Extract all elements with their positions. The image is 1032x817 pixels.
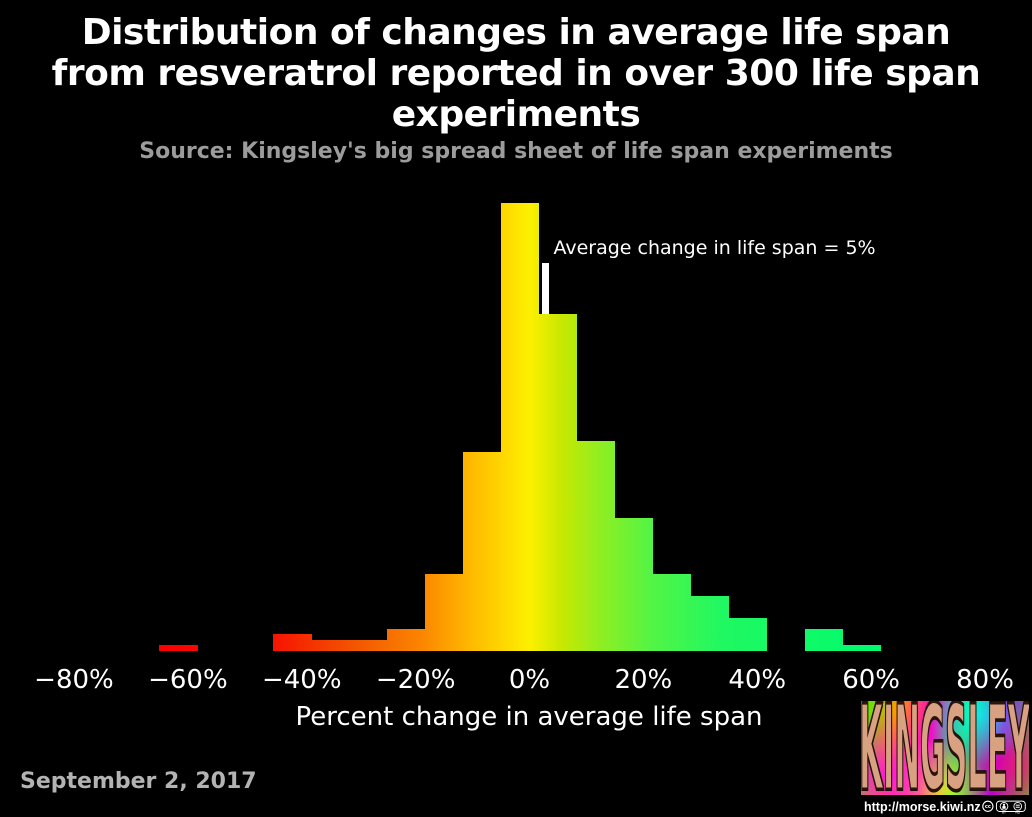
histogram-bar xyxy=(576,440,616,651)
equals-icon xyxy=(1015,804,1020,806)
chart-title-line-1: Distribution of changes in average life … xyxy=(81,12,951,53)
histogram-bar xyxy=(804,628,844,651)
nd-badge-label: ND xyxy=(1015,810,1020,814)
histogram-bar xyxy=(273,634,312,651)
histogram-bar xyxy=(652,573,692,651)
histogram-bar xyxy=(842,645,882,651)
date-stamp: September 2, 2017 xyxy=(20,769,257,794)
histogram-bar xyxy=(425,573,464,651)
person-icon xyxy=(1002,803,1005,806)
histogram-bar xyxy=(311,639,350,651)
chart-title-line-3: experiments xyxy=(391,94,641,135)
histogram-bar xyxy=(539,313,578,651)
cc-badge: cc xyxy=(981,800,994,812)
histogram-bar xyxy=(614,518,654,651)
x-tick-label: 0% xyxy=(508,665,551,695)
cc-badge-label: cc xyxy=(985,804,991,810)
histogram-bar xyxy=(159,645,198,651)
by-nd-pill xyxy=(995,800,1026,812)
x-tick-label: −60% xyxy=(148,665,228,695)
x-tick-label: −80% xyxy=(34,665,114,695)
logo-wordmark: KINGSLEY xyxy=(861,701,1029,795)
x-tick-label: −20% xyxy=(375,665,456,695)
nd-badge-icon xyxy=(1013,801,1022,811)
x-tick-label: 40% xyxy=(728,665,787,695)
average-annotation: Average change in life span = 5% xyxy=(553,237,876,259)
logo-url: http://morse.kiwi.nz xyxy=(864,799,981,814)
histogram-bar xyxy=(728,617,768,651)
by-badge-icon xyxy=(999,801,1008,811)
histogram-bar xyxy=(690,595,730,651)
chart-subtitle: Source: Kingsley's big spread sheet of l… xyxy=(139,139,893,164)
histogram-bar xyxy=(463,451,502,651)
logo-strip: http://morse.kiwi.nz cc BY xyxy=(861,796,1029,817)
x-tick-label: −40% xyxy=(261,665,342,695)
cc-license-badges: cc BY ND xyxy=(981,800,1026,814)
x-tick-label: 60% xyxy=(842,665,901,695)
by-badge-label: BY xyxy=(1002,810,1006,814)
logo-rainbow-art: KINGSLEY xyxy=(861,701,1029,795)
histogram-bar xyxy=(349,639,388,651)
histogram-bar xyxy=(387,628,426,651)
chart-title: Distribution of changes in average life … xyxy=(0,12,1032,135)
kingsley-logo: KINGSLEY http://morse.kiwi.nz cc xyxy=(858,698,1032,817)
x-axis-label: Percent change in average life span xyxy=(295,702,763,732)
x-tick-label: 80% xyxy=(956,665,1014,695)
chart-title-line-2: from resveratrol reported in over 300 li… xyxy=(51,53,981,94)
histogram-bar xyxy=(501,203,540,651)
x-tick-label: 20% xyxy=(614,665,673,695)
